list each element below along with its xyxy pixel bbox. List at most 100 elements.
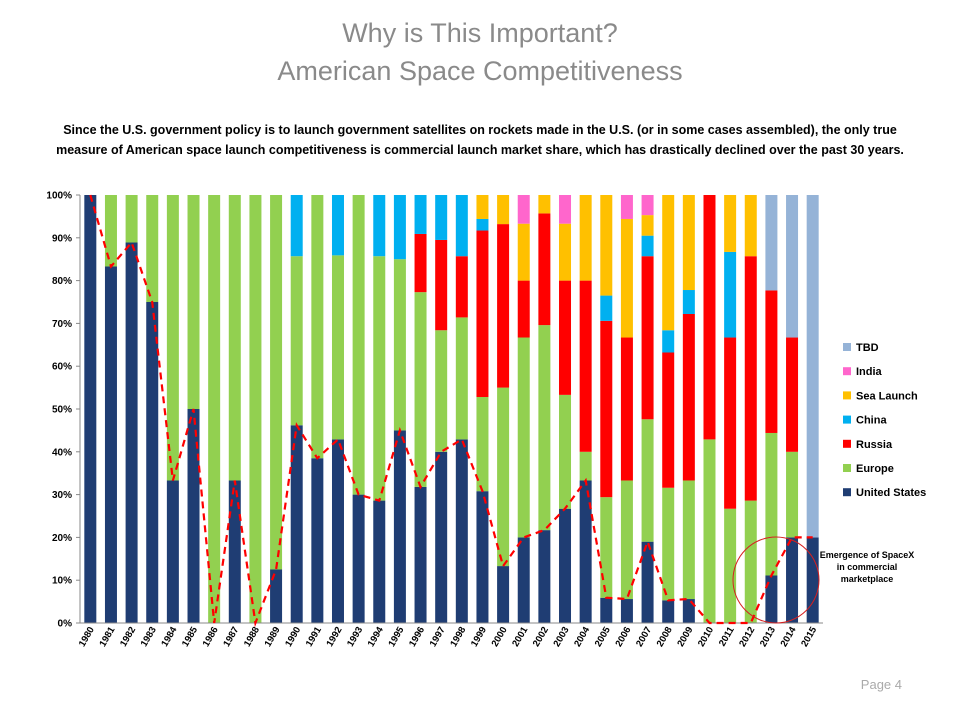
x-tick-label: 1993 [345, 625, 365, 649]
bar-segment-united-states [290, 425, 303, 623]
annotation-circle [732, 536, 820, 624]
y-tick-label: 90% [52, 233, 72, 244]
legend-swatch [843, 367, 851, 376]
bar-segment-united-states [559, 508, 572, 623]
bar-segment-united-states [455, 439, 468, 623]
page-number: Page 4 [860, 677, 902, 692]
bar-segment-russia [786, 337, 799, 452]
legend-label: Russia [856, 439, 893, 451]
x-tick-label: 2012 [737, 625, 757, 649]
x-tick-label: 1983 [139, 625, 159, 649]
bar-segment-china [600, 295, 613, 321]
bar-segment-united-states [393, 430, 406, 623]
bar-segment-russia [703, 195, 716, 440]
legend-label: Europe [856, 463, 894, 475]
bar-segment-china [373, 195, 386, 257]
spacex-annotation: Emergence of SpaceX in commercial marketpl… [732, 536, 914, 624]
x-tick-label: 1990 [283, 625, 303, 649]
bar-segment-russia [497, 224, 510, 388]
bar-segment-united-states [497, 566, 510, 623]
bar-segment-europe [600, 497, 613, 598]
us-trend-line [89, 194, 813, 628]
bar-segment-united-states [538, 530, 551, 623]
slide-subtitle: Since the U.S. government policy is to l… [56, 123, 904, 157]
bar-segment-europe [641, 419, 654, 542]
bar-segment-united-states [311, 458, 324, 623]
bar-segment-europe [166, 195, 179, 481]
x-tick-label: 1984 [159, 624, 179, 648]
legend-swatch [843, 439, 851, 448]
bar-segment-tbd [765, 195, 778, 291]
bar-segment-europe [146, 195, 159, 302]
y-tick-label: 70% [52, 319, 72, 330]
legend-label: India [856, 366, 883, 378]
bar-segment-united-states [331, 439, 344, 623]
bar-segment-china [682, 290, 695, 314]
bar-segment-united-states [352, 494, 365, 623]
bar-segment-russia [600, 320, 613, 498]
bar-segment-europe [579, 451, 592, 481]
bar-segment-sea-launch [559, 223, 572, 281]
x-tick-label: 2006 [613, 625, 633, 649]
bar-segment-united-states [620, 599, 633, 623]
x-tick-label: 2008 [655, 625, 675, 649]
bar-segment-tbd [806, 195, 819, 538]
x-tick-label: 2005 [593, 624, 613, 648]
x-tick-label: 2003 [552, 625, 572, 649]
legend-swatch [843, 343, 851, 351]
bar-segment-russia [455, 256, 468, 318]
bar-segment-sea-launch [744, 195, 757, 257]
bar-segment-sea-launch [538, 195, 551, 214]
annotation-text: marketplace [841, 574, 894, 584]
bar-segment-europe [125, 195, 138, 243]
x-tick-label: 1986 [201, 625, 221, 649]
y-tick-label: 10% [52, 576, 72, 587]
bar-segment-sea-launch [579, 195, 592, 281]
bar-segment-russia [517, 280, 530, 338]
y-tick-label: 20% [52, 533, 72, 544]
y-tick-label: 30% [52, 490, 72, 501]
x-tick-label: 1980 [77, 625, 97, 649]
legend-label: United States [856, 487, 926, 499]
bar-segment-europe [620, 480, 633, 600]
y-tick-label: 100% [46, 191, 72, 202]
bar-segment-china [290, 195, 303, 257]
bar-segment-united-states [146, 302, 159, 623]
bar-segment-europe [228, 195, 241, 481]
legend-swatch [843, 464, 851, 472]
bar-segment-europe [393, 259, 406, 431]
bar-segment-russia [682, 313, 695, 481]
slide-title-line1: Why is This Important? [342, 18, 618, 48]
x-tick-label: 1982 [118, 625, 138, 649]
bar-segment-china [476, 218, 489, 231]
bar-segment-united-states [786, 537, 799, 623]
bar-segment-europe [724, 508, 737, 623]
bar-segment-europe [311, 195, 324, 459]
x-tick-label: 1998 [448, 625, 468, 649]
legend-label: China [856, 415, 887, 427]
bar-segment-united-states [476, 491, 489, 623]
bar-segment-russia [724, 337, 737, 509]
bar-segment-europe [765, 432, 778, 576]
chart-bars [84, 195, 819, 623]
legend-swatch [843, 391, 851, 400]
x-tick-label: 2009 [675, 625, 695, 649]
y-tick-label: 60% [52, 362, 72, 373]
bar-segment-europe [455, 317, 468, 440]
bar-segment-united-states [187, 409, 200, 623]
bar-segment-sea-launch [497, 195, 510, 225]
bar-segment-india [559, 195, 572, 224]
x-tick-label: 1994 [366, 624, 386, 648]
bar-segment-europe [538, 325, 551, 531]
x-tick-label: 1995 [386, 624, 406, 648]
bar-segment-united-states [270, 569, 283, 623]
bar-segment-united-states [435, 451, 448, 623]
x-tick-label: 1999 [469, 625, 489, 649]
bar-segment-india [517, 195, 530, 224]
bar-segment-russia [744, 256, 757, 501]
bar-segment-europe [476, 397, 489, 492]
bar-segment-russia [641, 256, 654, 420]
bar-segment-europe [517, 337, 530, 538]
bar-segment-europe [373, 256, 386, 501]
